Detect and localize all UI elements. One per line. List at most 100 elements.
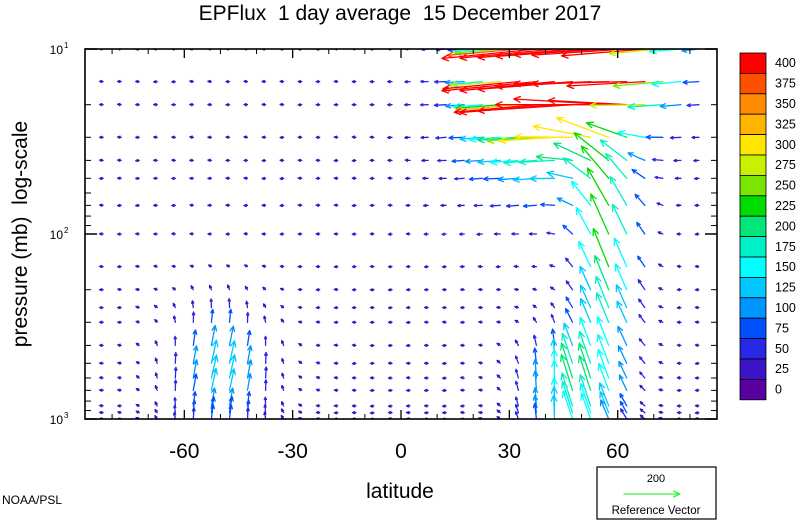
flux-vector [246,359,253,379]
flux-vector [580,392,592,419]
flux-vector [369,232,375,236]
flux-vector [173,352,178,364]
flux-vector [460,404,465,408]
flux-vector [153,304,158,309]
flux-vector [694,288,700,292]
flux-vector [578,330,592,364]
flux-vector [315,343,321,348]
flux-vector [297,264,303,269]
flux-vector [547,97,628,106]
flux-vector [405,288,411,292]
flux-vector [98,79,104,84]
flux-vector [550,302,556,309]
flux-vector [333,79,339,84]
colorbar-swatch [739,154,767,176]
flux-vector [263,411,267,419]
flux-vector [458,232,465,236]
flux-vector [478,388,483,392]
flux-vector [369,388,375,393]
flux-vector [315,288,321,292]
flux-vector [228,340,237,364]
flux-vector [620,408,628,419]
flux-vector [563,322,574,347]
flux-vector [405,404,411,408]
flux-vector [654,175,664,180]
flux-vector [135,410,140,414]
flux-vector [207,264,213,268]
flux-vector [639,384,646,391]
flux-vector [369,158,375,163]
flux-vector [532,358,539,379]
flux-vector [638,298,646,309]
flux-vector [493,232,501,236]
flux-vector [477,287,483,292]
flux-vector [694,232,700,236]
flux-vector [540,202,556,207]
flux-vector [423,232,429,236]
flux-vector [669,135,682,140]
flux-vector [261,79,267,84]
flux-vector [532,402,538,419]
flux-vector [405,388,411,393]
flux-vector [657,263,664,268]
flux-vector [658,343,664,347]
flux-vector [225,203,231,207]
flux-vector [226,284,231,291]
flux-vector [636,221,646,235]
flux-vector [441,320,447,324]
flux-vector [298,343,303,347]
flux-vector [225,158,231,163]
flux-vector [116,232,122,236]
flux-vector [351,376,357,380]
flux-vector [656,202,664,206]
flux-vector [658,319,664,324]
flux-vector [529,175,556,183]
flux-vector [618,360,628,379]
flux-vector [279,232,285,236]
flux-vector [387,361,393,365]
flux-vector [171,176,176,181]
flux-vector [496,386,501,391]
colorbar-swatch [739,215,767,237]
flux-vector [210,354,219,379]
flux-vector [682,79,700,85]
flux-vector [514,355,520,364]
flux-vector [207,79,213,84]
flux-vector [351,203,357,208]
flux-vector [243,176,249,180]
flux-vector [468,176,483,182]
flux-vector [243,102,249,107]
flux-vector [511,232,520,236]
flux-vector [496,305,501,310]
flux-vector [423,320,429,324]
flux-vector [261,176,267,181]
flux-vector [369,103,375,107]
flux-vector [585,121,628,138]
flux-vector [351,411,357,415]
flux-vector [676,411,682,415]
flux-vector [98,158,104,162]
flux-vector [228,368,236,391]
flux-vector [116,176,122,180]
flux-vector [405,203,411,208]
flux-vector [315,404,321,408]
flux-vector [207,135,213,139]
flux-vector [189,176,194,180]
flux-vector [387,343,393,348]
flux-vector [173,379,178,391]
flux-vector [154,318,158,323]
flux-vector [420,79,429,84]
flux-vector [405,410,411,415]
flux-vector [658,361,664,365]
flux-vector [135,203,140,208]
flux-vector [476,232,483,236]
flux-vector [172,411,177,419]
flux-vector [172,302,176,309]
flux-vector [562,224,574,235]
flux-vector [387,306,393,310]
flux-vector [577,342,592,379]
flux-vector [315,79,321,84]
colorbar-label: 100 [775,301,796,315]
flux-vector [298,375,303,379]
